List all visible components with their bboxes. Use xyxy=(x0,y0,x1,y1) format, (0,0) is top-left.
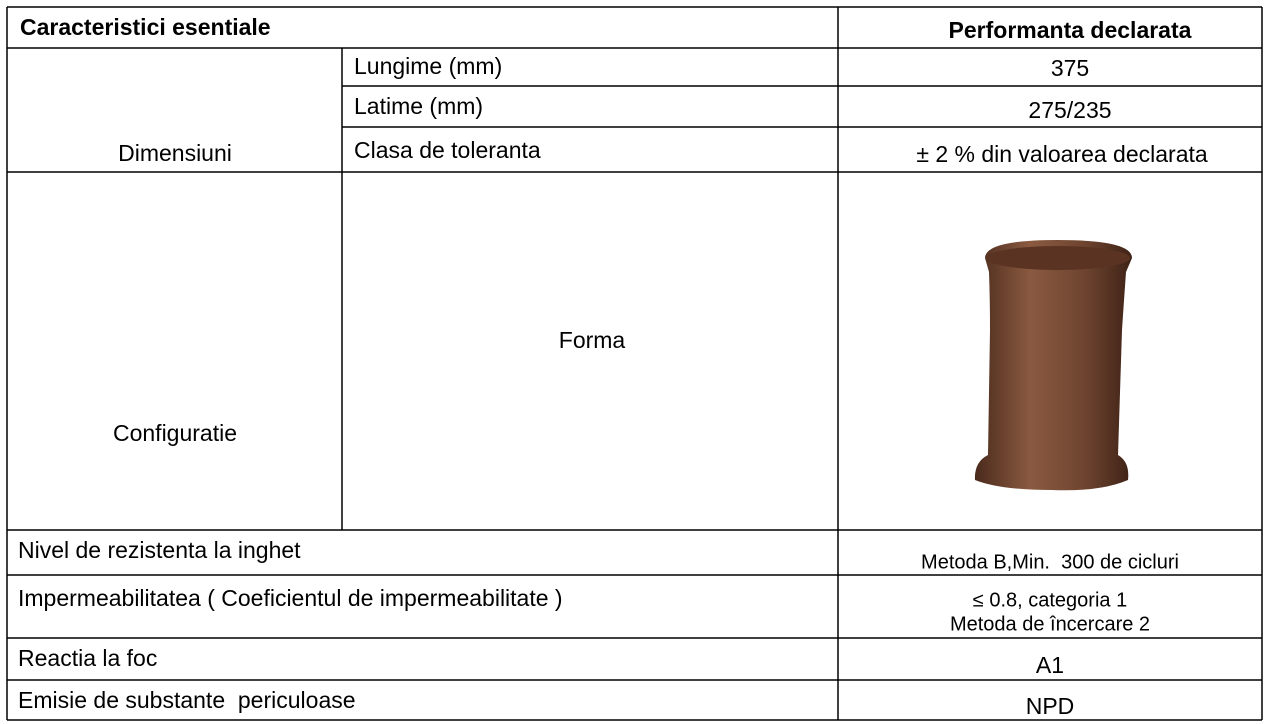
group-label: Dimensiuni xyxy=(118,140,232,166)
row-name: Nivel de rezistenta la inghet xyxy=(18,537,301,563)
table-grid xyxy=(6,6,1263,721)
row-value: Metoda B,Min. 300 de cicluri xyxy=(921,551,1179,573)
header-left: Caracteristici esentiale xyxy=(20,14,271,40)
row-name: Reactia la foc xyxy=(18,645,157,671)
row-value: Metoda de încercare 2 xyxy=(950,613,1150,635)
row-name: Lungime (mm) xyxy=(354,53,502,79)
header-right: Performanta declarata xyxy=(949,17,1192,43)
row-value: ≤ 0.8, categoria 1 xyxy=(973,589,1127,611)
row-name: Emisie de substante periculoase xyxy=(18,687,356,713)
roof-tile-image xyxy=(974,240,1132,491)
row-name: Latime (mm) xyxy=(354,93,483,119)
row-value: ± 2 % din valoarea declarata xyxy=(916,141,1208,167)
row-value: 375 xyxy=(1051,55,1089,81)
row-name: Clasa de toleranta xyxy=(354,137,541,163)
row-value: 275/235 xyxy=(1028,97,1111,123)
row-value: A1 xyxy=(1036,652,1064,678)
group-label: Configuratie xyxy=(113,420,237,446)
row-value: NPD xyxy=(1026,693,1075,719)
row-name: Impermeabilitatea ( Coeficientul de impe… xyxy=(18,585,563,611)
row-name: Forma xyxy=(559,327,626,353)
